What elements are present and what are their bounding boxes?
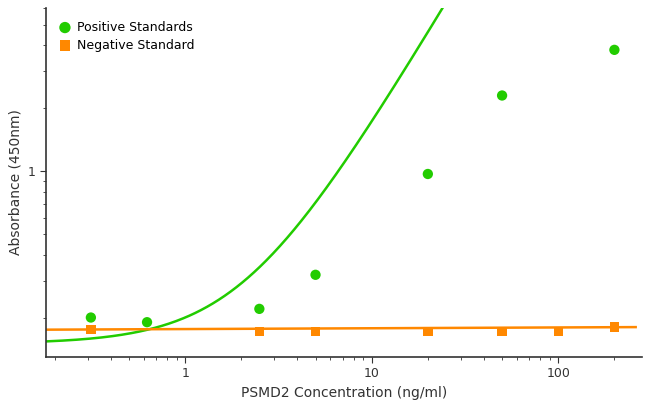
Positive Standards	[254, 306, 265, 312]
Negative Standard	[254, 328, 265, 335]
Negative Standard	[310, 328, 320, 335]
Negative Standard	[86, 326, 96, 333]
Positive Standards	[497, 92, 507, 99]
Negative Standard	[553, 328, 564, 335]
Positive Standards	[142, 319, 152, 326]
Negative Standard	[422, 328, 433, 335]
Positive Standards	[422, 171, 433, 177]
Positive Standards	[609, 47, 619, 53]
Positive Standards	[86, 314, 96, 321]
Positive Standards	[310, 272, 320, 278]
Legend: Positive Standards, Negative Standard: Positive Standards, Negative Standard	[53, 15, 202, 58]
Negative Standard	[609, 324, 619, 330]
X-axis label: PSMD2 Concentration (ng/ml): PSMD2 Concentration (ng/ml)	[240, 386, 447, 400]
Negative Standard	[497, 328, 507, 335]
Y-axis label: Absorbance (450nm): Absorbance (450nm)	[8, 110, 22, 255]
